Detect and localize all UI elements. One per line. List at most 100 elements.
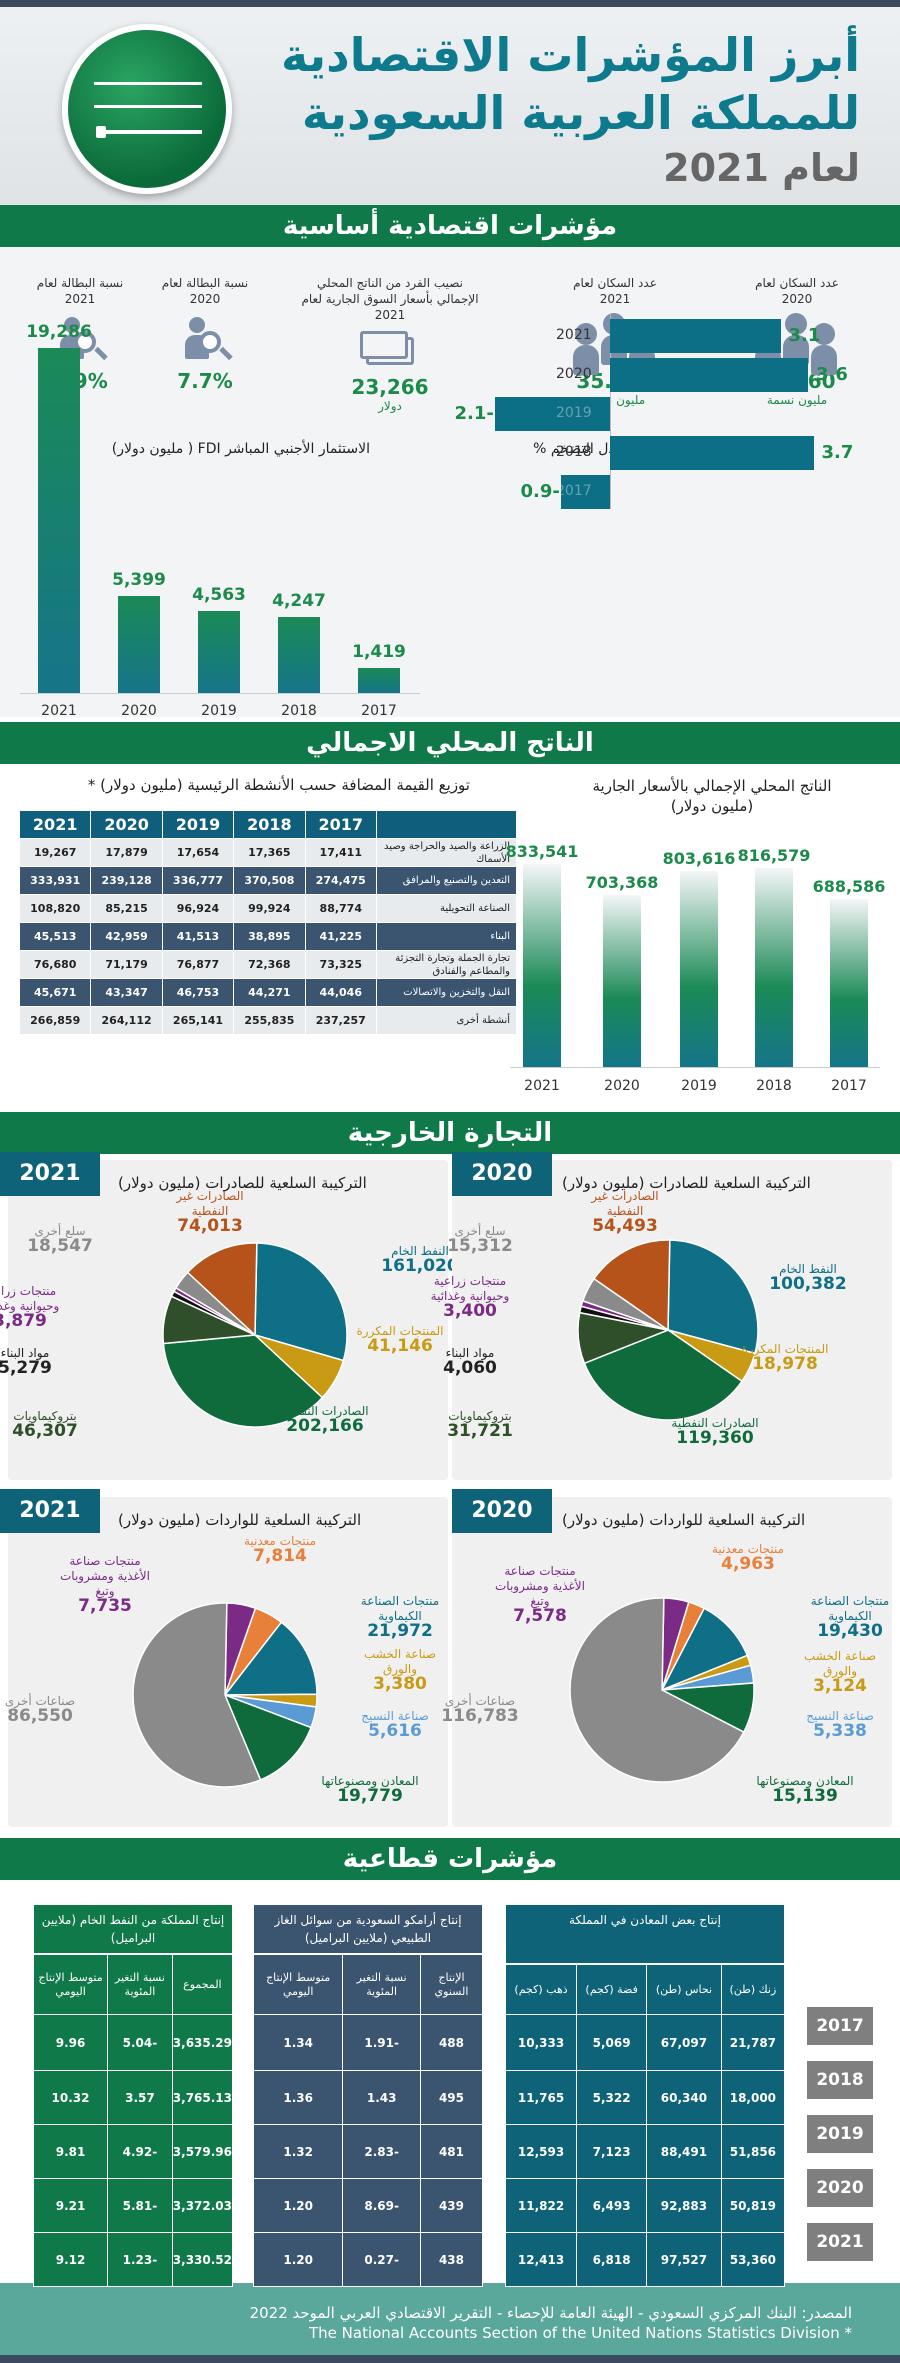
- table-cell: 265,141: [161, 1006, 235, 1035]
- sector-row: 18,000 60,340 5,322 11,765: [504, 2070, 786, 2125]
- pie-slice-name: صناعة الخشب والورق: [363, 1647, 437, 1676]
- kpi-unit: مليون نسمة: [766, 393, 828, 407]
- sector-row: 53,360 97,527 6,818 12,413: [504, 2232, 786, 2287]
- pie-slice-name: منتجات زراعية وحيوانية وغذائية: [0, 1284, 60, 1313]
- pie-slice-value: 4,963: [721, 1554, 775, 1574]
- pie-slice-label: منتجات صناعة الأغذية ومشروبات وتبغ 7,578: [490, 1564, 590, 1625]
- pie-slice-value: 54,493: [592, 1216, 658, 1236]
- table-row: 19,267 17,879 17,654 17,365 17,411 الزراعة وا…: [18, 838, 517, 867]
- sector-cell: -8.69: [342, 2178, 421, 2233]
- value-added-table-title: توزيع القيمة المضافة حسب الأنشطة الرئيسي…: [87, 776, 470, 794]
- person-shape: [785, 313, 807, 335]
- fdi-x-label: 2021: [41, 703, 77, 719]
- pie-year-badge: 2021: [0, 1489, 100, 1533]
- inflation-bar-2018: [610, 436, 814, 470]
- table-cell: 88,774: [304, 894, 378, 923]
- kpi-2: نصيب الفرد من الناتج المحلي الإجمالي بأس…: [300, 275, 480, 413]
- person-shape: [575, 323, 597, 345]
- pie-slice-value: 161,020: [381, 1256, 459, 1276]
- pie-slice: [667, 1239, 759, 1355]
- person-shape: [813, 323, 835, 345]
- fdi-bar-2021: [38, 347, 80, 693]
- sector-header: نسبة التغير المئوية: [342, 1954, 421, 2015]
- pie-slice-label: الصادرات غير النفطية 74,013: [160, 1189, 260, 1235]
- inflation-bar-2020: [610, 358, 808, 392]
- sector-cell: 9.12: [32, 2232, 109, 2287]
- pie-slice-value: 3,879: [0, 1311, 47, 1331]
- sector-header: فضة (كجم): [576, 1964, 648, 2015]
- title-line-2: للمملكة العربية السعودية: [301, 86, 860, 140]
- sector-cell: 5,069: [576, 2014, 648, 2071]
- sector-cell: 3,372.03: [171, 2178, 234, 2233]
- pie-slice-name: صناعة الخشب والورق: [803, 1649, 877, 1678]
- pie-slice-label: الصادرات غير النفطية 54,493: [575, 1189, 675, 1236]
- table-activity-label: البناء: [376, 922, 517, 951]
- sector-cell: 11,822: [504, 2178, 578, 2233]
- footer-source-en: The National Accounts Section of the Uni…: [308, 2324, 852, 2342]
- sector-cell: 6,818: [576, 2232, 648, 2287]
- sector-years: 2017 2018 2019 2020 2021: [807, 2007, 873, 2277]
- pie-slice-label: المنتجات المكررة 41,146: [350, 1324, 450, 1355]
- pie-slice-label: مواد البناء 4,060: [420, 1346, 520, 1377]
- table-activity-label: التعدين والتصنيع والمرافق: [376, 866, 517, 895]
- pie-slice-name: المنتجات المكررة: [741, 1342, 829, 1356]
- sector-cell: 3,579.96: [171, 2124, 234, 2179]
- pie-chart-4: [162, 1242, 348, 1428]
- magnifier-ring: [74, 331, 96, 353]
- pie-slice-label: مواد البناء 5,279: [0, 1346, 75, 1378]
- pie-slice-value: 202,166: [286, 1416, 364, 1436]
- magnifier-ring: [199, 331, 221, 353]
- pie-slice-value: 7,814: [253, 1546, 307, 1566]
- table-cell: 41,225: [304, 922, 378, 951]
- pie-chart-6: [132, 1602, 318, 1788]
- sector-cell: 3.57: [107, 2070, 173, 2125]
- pie-slice-value: 116,783: [441, 1706, 519, 1726]
- gdp-x-label: 2020: [604, 1078, 640, 1094]
- person-head: [64, 317, 80, 333]
- table-cell: 42,959: [90, 922, 163, 951]
- pie-slice-label: بتروكيماويات 46,307: [0, 1409, 95, 1440]
- pie-slice-value: 21,972: [367, 1621, 433, 1641]
- section-sector-title: مؤشرات قطاعية: [0, 1838, 900, 1880]
- fdi-bar-2019: [198, 611, 240, 693]
- pie-slice-label: صناعة الخشب والورق 3,124: [790, 1649, 890, 1695]
- pie-slice-name: منتجات صناعة الأغذية ومشروبات وتبغ: [60, 1554, 150, 1598]
- sector-cell: -5.04: [107, 2014, 173, 2071]
- sector-row: 488 -1.91 1.34: [252, 2014, 484, 2071]
- sector-row: 495 1.43 1.36: [252, 2070, 484, 2125]
- pie-year-badge: 2021: [0, 1152, 100, 1196]
- pie-slice-value: 3,380: [373, 1674, 427, 1694]
- sector-cell: 10.32: [32, 2070, 109, 2125]
- gdp-x-label: 2017: [831, 1078, 867, 1094]
- pie-slice-label: النفط الخام 161,020: [370, 1244, 470, 1276]
- pie-slice-value: 100,382: [769, 1274, 847, 1294]
- pie-slice-value: 19,779: [337, 1786, 403, 1806]
- pie-slice-value: 15,312: [447, 1236, 513, 1256]
- table-cell: 76,680: [18, 950, 92, 979]
- pie-slice-label: منتجات صناعة الأغذية ومشروبات وتبغ 7,735: [55, 1554, 155, 1615]
- sector-row: 50,819 92,883 6,493 11,822: [504, 2178, 786, 2233]
- sector-header: نحاس (طن): [646, 1964, 722, 2015]
- magnifier-handle: [219, 346, 233, 361]
- header: أبرز المؤشرات الاقتصادية للمملكة العربية…: [0, 0, 900, 205]
- person-body: [811, 345, 837, 375]
- gdp-bar-2018: [755, 867, 793, 1067]
- fdi-bar-label: 5,399: [112, 570, 166, 591]
- pie-slice-name: منتجات زراعية وحيوانية وغذائية: [430, 1274, 510, 1303]
- sector-header-row: زنك (طن) نحاس (طن) فضة (كجم) ذهب (كجم): [504, 1964, 786, 2015]
- pie-slice-name: منتجات الصناعة الكيماوية: [360, 1594, 440, 1623]
- sector-year-label: 2017: [807, 2007, 873, 2045]
- sector-year-label: 2018: [807, 2061, 873, 2099]
- pie-slice-label: بتروكيماويات 31,721: [430, 1409, 530, 1440]
- table-activity-label: الزراعة والصيد والحراجة وصيد الأسماك: [376, 838, 517, 867]
- sector-cell: 88,491: [646, 2124, 722, 2179]
- sector-row: 438 -0.27 1.20: [252, 2232, 484, 2287]
- inflation-bar-label: -2.1: [454, 403, 494, 424]
- pie-slice-value: 5,279: [0, 1358, 52, 1378]
- sector-cell: -0.27: [342, 2232, 421, 2287]
- table-row: 333,931 239,128 336,777 370,508 274,475 التعد…: [18, 866, 517, 895]
- pie-slice: [162, 1334, 324, 1428]
- person-head: [189, 317, 205, 333]
- sector-cell: 9.81: [32, 2124, 109, 2179]
- gdp-chart-title: الناتج المحلي الإجمالي بالأسعار الجارية …: [592, 777, 832, 815]
